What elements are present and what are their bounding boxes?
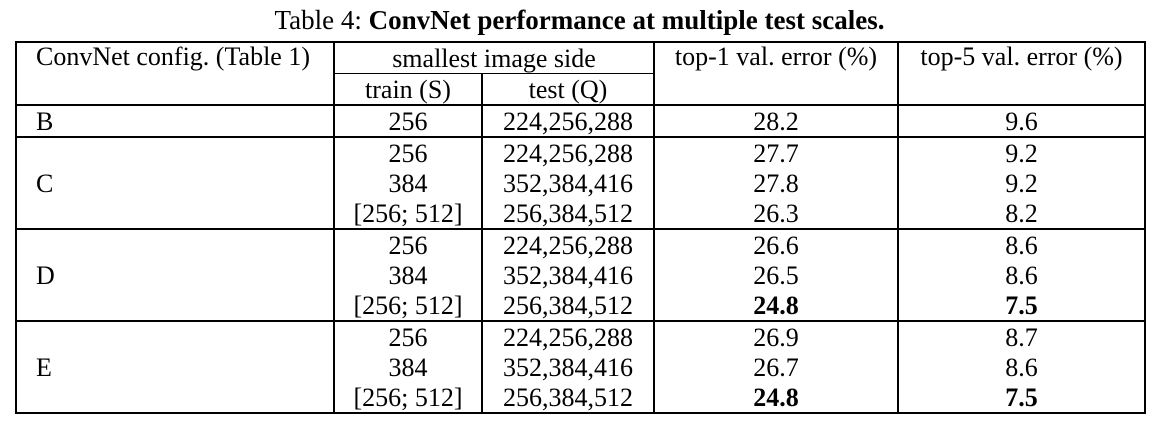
- header-train: train (S): [333, 73, 483, 105]
- cell-top1: 27.8: [653, 168, 899, 198]
- cell-top5: 7.5: [897, 290, 1146, 321]
- table-caption: Table 4: ConvNet performance at multiple…: [0, 4, 1159, 36]
- cell-train: 384: [333, 260, 483, 290]
- header-smallest-side: smallest image side: [333, 42, 655, 74]
- table-row: [256; 512] 256,384,512 26.3 8.2: [16, 198, 1146, 229]
- table-row: [256; 512] 256,384,512 24.8 7.5: [16, 290, 1146, 321]
- header-row-2: train (S) test (Q): [16, 73, 1145, 105]
- cell-train: [256; 512]: [333, 382, 483, 413]
- cell-config: C: [15, 136, 335, 229]
- cell-train: 256: [333, 320, 483, 352]
- cell-test: 352,384,416: [481, 168, 655, 198]
- cell-top1: 26.5: [653, 260, 899, 290]
- table-row: 384 352,384,416 26.7 8.6: [16, 352, 1146, 382]
- caption-title: ConvNet performance at multiple test sca…: [368, 5, 885, 35]
- cell-train: 384: [333, 168, 483, 198]
- cell-train: 384: [333, 352, 483, 382]
- header-top1: top-1 val. error (%): [653, 42, 899, 105]
- cell-top5: 7.5: [897, 382, 1146, 413]
- cell-test: 256,384,512: [481, 198, 655, 229]
- header-row-1: ConvNet config. (Table 1) smallest image…: [15, 42, 1146, 105]
- table-row: 384 352,384,416 26.5 8.6: [16, 260, 1146, 290]
- cell-test: 224,256,288: [481, 228, 655, 260]
- cell-top5: 8.7: [897, 320, 1146, 352]
- results-table: ConvNet config. (Table 1) smallest image…: [15, 41, 1146, 414]
- header-config: ConvNet config. (Table 1): [15, 42, 335, 105]
- header-test: test (Q): [481, 73, 655, 105]
- cell-config: E: [15, 320, 335, 413]
- cell-test: 256,384,512: [481, 290, 655, 321]
- cell-top1: 26.9: [653, 320, 899, 352]
- cell-test: 352,384,416: [481, 352, 655, 382]
- table-row: B 256 224,256,288 28.2 9.6: [15, 104, 1146, 137]
- table-row: 384 352,384,416 27.8 9.2: [16, 168, 1146, 198]
- cell-train: [256; 512]: [333, 290, 483, 321]
- cell-config: D: [15, 228, 335, 321]
- header-top5: top-5 val. error (%): [897, 42, 1146, 105]
- cell-top1: 26.6: [653, 228, 899, 260]
- cell-test: 256,384,512: [481, 382, 655, 413]
- cell-config: B: [15, 104, 335, 137]
- cell-top5: 8.2: [897, 198, 1146, 229]
- cell-train: [256; 512]: [333, 198, 483, 229]
- cell-top1: 28.2: [653, 104, 899, 137]
- cell-test: 224,256,288: [481, 320, 655, 352]
- table-row: [256; 512] 256,384,512 24.8 7.5: [16, 382, 1146, 413]
- table-row: C 256 224,256,288 27.7 9.2: [15, 136, 1146, 229]
- cell-test: 352,384,416: [481, 260, 655, 290]
- cell-top1: 26.7: [653, 352, 899, 382]
- table-row: E 256 224,256,288 26.9 8.7: [15, 320, 1146, 413]
- cell-test: 224,256,288: [481, 104, 655, 137]
- cell-top5: 8.6: [897, 260, 1146, 290]
- cell-top5: 9.2: [897, 168, 1146, 198]
- cell-train: 256: [333, 104, 483, 137]
- cell-train: 256: [333, 228, 483, 260]
- cell-test: 224,256,288: [481, 136, 655, 168]
- cell-top1: 27.7: [653, 136, 899, 168]
- cell-top5: 9.2: [897, 136, 1146, 168]
- cell-train: 256: [333, 136, 483, 168]
- cell-top5: 8.6: [897, 352, 1146, 382]
- cell-top1: 26.3: [653, 198, 899, 229]
- cell-top1: 24.8: [653, 290, 899, 321]
- cell-top5: 9.6: [897, 104, 1146, 137]
- table-body: B 256 224,256,288 28.2 9.6 C 256 224,256,288 27.…: [15, 104, 1146, 413]
- cell-top1: 24.8: [653, 382, 899, 413]
- cell-top5: 8.6: [897, 228, 1146, 260]
- caption-prefix: Table 4:: [274, 5, 369, 35]
- table-row: D 256 224,256,288 26.6 8.6: [15, 228, 1146, 321]
